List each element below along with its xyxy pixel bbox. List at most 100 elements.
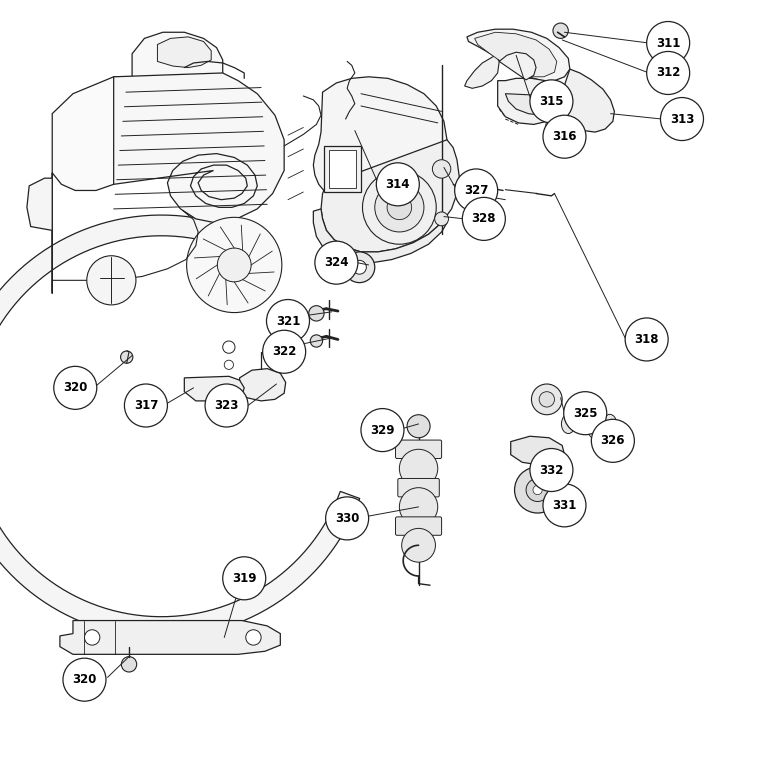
Polygon shape xyxy=(27,178,52,230)
Ellipse shape xyxy=(589,415,603,433)
Circle shape xyxy=(223,341,235,353)
Polygon shape xyxy=(465,55,499,88)
Polygon shape xyxy=(498,78,562,124)
Circle shape xyxy=(543,115,586,158)
Polygon shape xyxy=(157,37,211,68)
Text: 329: 329 xyxy=(370,424,395,436)
Circle shape xyxy=(224,360,233,369)
Polygon shape xyxy=(511,436,564,465)
Text: 314: 314 xyxy=(386,178,410,190)
Ellipse shape xyxy=(561,415,575,433)
Circle shape xyxy=(564,392,607,435)
Circle shape xyxy=(647,22,690,65)
Circle shape xyxy=(407,415,430,438)
Circle shape xyxy=(54,366,97,409)
Polygon shape xyxy=(499,52,536,80)
Circle shape xyxy=(399,488,438,526)
Circle shape xyxy=(266,300,310,343)
Text: 326: 326 xyxy=(601,435,625,447)
FancyBboxPatch shape xyxy=(396,440,442,458)
Text: 311: 311 xyxy=(656,37,680,49)
Circle shape xyxy=(402,528,435,562)
Polygon shape xyxy=(324,146,361,192)
Polygon shape xyxy=(313,77,447,209)
Circle shape xyxy=(660,98,703,141)
Text: 328: 328 xyxy=(472,213,496,225)
Circle shape xyxy=(553,23,568,38)
Circle shape xyxy=(217,248,251,282)
Circle shape xyxy=(310,335,323,347)
Polygon shape xyxy=(313,209,447,263)
Text: 315: 315 xyxy=(539,95,564,108)
Polygon shape xyxy=(329,150,356,188)
Circle shape xyxy=(455,169,498,212)
Circle shape xyxy=(399,449,438,488)
Circle shape xyxy=(121,351,133,363)
Circle shape xyxy=(530,449,573,492)
Text: 317: 317 xyxy=(134,399,158,412)
Circle shape xyxy=(205,384,248,427)
Text: 331: 331 xyxy=(552,499,577,511)
Text: 320: 320 xyxy=(72,674,97,686)
Polygon shape xyxy=(60,621,280,654)
Circle shape xyxy=(223,557,266,600)
Text: 325: 325 xyxy=(573,407,598,419)
Polygon shape xyxy=(562,69,614,132)
FancyBboxPatch shape xyxy=(396,517,442,535)
Polygon shape xyxy=(475,32,557,77)
Circle shape xyxy=(187,217,282,313)
Circle shape xyxy=(625,318,668,361)
Polygon shape xyxy=(114,73,284,223)
Text: 321: 321 xyxy=(276,315,300,327)
Circle shape xyxy=(263,330,306,373)
Circle shape xyxy=(246,630,261,645)
Text: 318: 318 xyxy=(634,333,659,346)
Polygon shape xyxy=(184,376,244,401)
Polygon shape xyxy=(132,32,223,81)
Circle shape xyxy=(531,384,562,415)
Polygon shape xyxy=(467,29,570,81)
Circle shape xyxy=(121,657,137,672)
Circle shape xyxy=(530,80,573,123)
Circle shape xyxy=(309,306,324,321)
Circle shape xyxy=(435,212,449,226)
Circle shape xyxy=(87,256,136,305)
Circle shape xyxy=(539,392,554,407)
Text: 324: 324 xyxy=(324,257,349,269)
Circle shape xyxy=(362,170,436,244)
Polygon shape xyxy=(240,369,286,401)
Polygon shape xyxy=(0,215,359,637)
Text: 312: 312 xyxy=(656,67,680,79)
Circle shape xyxy=(344,252,375,283)
FancyBboxPatch shape xyxy=(398,478,439,497)
Circle shape xyxy=(353,260,366,274)
Text: 322: 322 xyxy=(272,346,296,358)
Text: 319: 319 xyxy=(232,572,257,584)
Text: 316: 316 xyxy=(552,131,577,143)
Circle shape xyxy=(124,384,167,427)
Circle shape xyxy=(526,478,549,502)
Circle shape xyxy=(376,163,419,206)
Polygon shape xyxy=(321,140,459,252)
Text: 330: 330 xyxy=(335,512,359,525)
Circle shape xyxy=(543,484,586,527)
Ellipse shape xyxy=(603,415,617,433)
Circle shape xyxy=(63,658,106,701)
Text: 320: 320 xyxy=(63,382,88,394)
Circle shape xyxy=(361,409,404,452)
Text: 327: 327 xyxy=(464,184,488,197)
Polygon shape xyxy=(244,242,280,269)
Circle shape xyxy=(462,197,505,240)
Text: 323: 323 xyxy=(214,399,239,412)
Circle shape xyxy=(591,419,634,462)
Circle shape xyxy=(432,160,451,178)
Circle shape xyxy=(375,183,424,232)
Polygon shape xyxy=(52,77,132,293)
Circle shape xyxy=(533,485,542,495)
Circle shape xyxy=(315,241,358,284)
Ellipse shape xyxy=(575,415,589,433)
Circle shape xyxy=(647,51,690,94)
Text: 313: 313 xyxy=(670,113,694,125)
Circle shape xyxy=(84,630,100,645)
Polygon shape xyxy=(505,94,557,115)
